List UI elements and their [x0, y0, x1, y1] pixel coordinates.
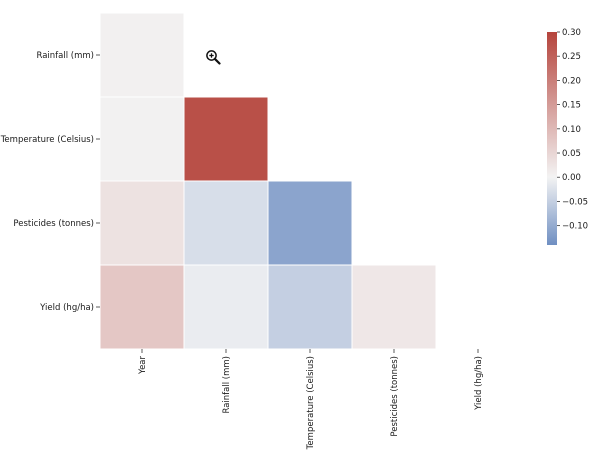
y-axis-labels: Rainfall (mm) Temperature (Celsius) Pestic… [0, 51, 100, 313]
colorbar-tick-label: 0.30 [562, 28, 581, 38]
x-tick-label: Yield (hg/ha) [474, 356, 484, 411]
heatmap-cell [267, 180, 353, 266]
x-tick-label: Year [138, 355, 148, 375]
x-tick-label: Rainfall (mm) [222, 356, 232, 414]
colorbar-ticks: 0.30 0.25 0.20 0.15 0.10 0.05 0.00 −0.05 −0.10 [557, 28, 588, 232]
heatmap-cell [99, 96, 185, 182]
heatmap-cell [183, 264, 269, 350]
heatmap-cell [267, 264, 353, 350]
heatmap-cell [99, 12, 185, 98]
heatmap-cell [99, 180, 185, 266]
colorbar-tick-label: 0.00 [562, 173, 581, 183]
colorbar-gradient [547, 32, 557, 245]
y-tick-label: Pesticides (tonnes) [13, 219, 94, 229]
heatmap-cell [99, 264, 185, 350]
colorbar-tick-label: −0.05 [562, 197, 588, 207]
colorbar-tick-label: 0.05 [562, 149, 581, 159]
colorbar-tick-label: 0.15 [562, 101, 581, 111]
y-tick-label: Rainfall (mm) [37, 51, 95, 61]
colorbar-tick-label: −0.10 [562, 222, 588, 232]
heatmap-cell [351, 264, 437, 350]
zoom-in-icon [206, 50, 221, 65]
x-axis-labels: Year Rainfall (mm) Temperature (Celsius) Pe… [138, 349, 484, 450]
colorbar-tick-label: 0.20 [562, 76, 581, 86]
colorbar-tick-label: 0.25 [562, 52, 581, 62]
heatmap-cell [183, 180, 269, 266]
y-tick-label: Yield (hg/ha) [39, 303, 94, 313]
colorbar: 0.30 0.25 0.20 0.15 0.10 0.05 0.00 −0.05 −0.10 [547, 28, 588, 245]
colorbar-tick-label: 0.10 [562, 125, 581, 135]
y-tick-label: Temperature (Celsius) [0, 135, 94, 145]
x-tick-label: Pesticides (tonnes) [390, 356, 400, 437]
heatmap-cells [99, 12, 437, 350]
heatmap-cell [183, 96, 269, 182]
x-tick-label: Temperature (Celsius) [306, 356, 316, 450]
